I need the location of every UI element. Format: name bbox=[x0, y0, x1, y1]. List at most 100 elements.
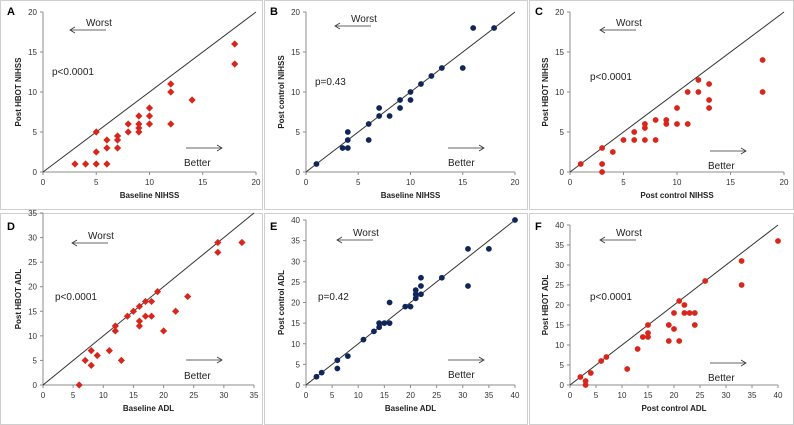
data-point bbox=[339, 145, 346, 151]
data-point bbox=[87, 347, 95, 355]
x-tick-label: 35 bbox=[484, 391, 493, 400]
y-tick-label: 10 bbox=[291, 88, 300, 97]
data-point bbox=[92, 148, 100, 156]
data-point bbox=[124, 120, 132, 128]
data-point bbox=[153, 288, 162, 296]
data-point bbox=[124, 128, 132, 136]
y-tick-label: 5 bbox=[560, 361, 565, 370]
x-axis-title: Post control NIHSS bbox=[640, 191, 714, 200]
data-point bbox=[470, 25, 477, 31]
data-point bbox=[465, 245, 471, 252]
x-tick-label: 15 bbox=[129, 391, 138, 400]
x-tick-label: 35 bbox=[250, 391, 259, 400]
worst-arrow-icon bbox=[69, 26, 106, 34]
data-point bbox=[676, 298, 683, 304]
data-point bbox=[141, 312, 150, 320]
data-point bbox=[135, 128, 143, 136]
data-point bbox=[376, 320, 383, 327]
data-point bbox=[684, 89, 691, 95]
worst-arrow-icon bbox=[334, 22, 371, 30]
x-tick-label: 10 bbox=[406, 178, 415, 187]
data-point bbox=[344, 353, 351, 360]
y-tick-label: 35 bbox=[28, 209, 37, 218]
data-point bbox=[113, 136, 122, 144]
y-tick-label: 10 bbox=[555, 88, 564, 97]
data-point bbox=[145, 104, 154, 112]
data-point bbox=[386, 299, 393, 306]
y-tick-label: 20 bbox=[555, 8, 564, 17]
data-points bbox=[313, 25, 497, 167]
x-tick-label: 10 bbox=[99, 391, 108, 400]
data-point bbox=[624, 366, 631, 372]
data-point bbox=[214, 248, 222, 256]
better-label: Better bbox=[184, 371, 211, 382]
y-axis-title: Post control NIHSS bbox=[277, 55, 286, 129]
y-tick-label: 5 bbox=[296, 360, 301, 369]
y-tick-label: 10 bbox=[28, 88, 37, 97]
y-tick-label: 5 bbox=[560, 128, 565, 137]
better-label: Better bbox=[708, 373, 735, 384]
data-point bbox=[71, 160, 79, 168]
y-tick-label: 0 bbox=[296, 168, 301, 177]
x-tick-label: 0 bbox=[568, 391, 573, 400]
data-point bbox=[376, 105, 383, 111]
p-value-label: p<0.0001 bbox=[590, 292, 632, 303]
panel-letter: A bbox=[7, 6, 15, 18]
data-point bbox=[344, 129, 351, 135]
data-point bbox=[407, 97, 414, 103]
data-point bbox=[695, 77, 702, 83]
better-label: Better bbox=[184, 158, 211, 169]
data-point bbox=[334, 357, 341, 364]
data-point bbox=[418, 283, 424, 289]
data-point bbox=[706, 81, 712, 87]
data-point bbox=[652, 137, 659, 143]
x-tick-label: 0 bbox=[304, 178, 309, 187]
y-axis-title: Post control ADL bbox=[277, 270, 286, 335]
x-tick-label: 40 bbox=[774, 391, 783, 400]
data-point bbox=[113, 144, 122, 152]
data-point bbox=[428, 73, 435, 79]
data-points bbox=[577, 238, 781, 388]
identity-line bbox=[569, 11, 785, 173]
data-point bbox=[587, 370, 594, 376]
data-point bbox=[129, 307, 138, 315]
x-tick-label: 30 bbox=[458, 391, 467, 400]
data-point bbox=[691, 322, 698, 328]
data-point bbox=[141, 297, 150, 306]
x-tick-label: 20 bbox=[252, 178, 261, 187]
p-value-label: p<0.0001 bbox=[55, 292, 97, 303]
data-point bbox=[634, 346, 641, 352]
data-point bbox=[598, 358, 605, 364]
data-point bbox=[438, 274, 445, 281]
worst-arrow-icon bbox=[599, 236, 636, 244]
y-tick-label: 25 bbox=[555, 281, 564, 290]
data-point bbox=[111, 327, 119, 335]
data-point bbox=[407, 303, 414, 310]
x-tick-label: 10 bbox=[673, 178, 682, 187]
better-label: Better bbox=[448, 370, 475, 381]
y-tick-label: 25 bbox=[291, 278, 300, 287]
data-point bbox=[117, 356, 125, 365]
better-arrow-icon bbox=[710, 147, 747, 155]
worst-label: Worst bbox=[88, 231, 114, 242]
x-tick-label: 30 bbox=[219, 391, 228, 400]
panel-frame bbox=[0, 0, 263, 210]
x-tick-label: 10 bbox=[354, 391, 363, 400]
data-point bbox=[645, 330, 651, 336]
data-point bbox=[147, 297, 156, 306]
data-point bbox=[418, 274, 424, 281]
data-point bbox=[706, 105, 712, 111]
data-point bbox=[418, 291, 424, 298]
data-point bbox=[582, 382, 589, 388]
y-tick-label: 30 bbox=[28, 234, 37, 243]
data-point bbox=[681, 302, 688, 308]
x-tick-label: 15 bbox=[198, 178, 207, 187]
data-point bbox=[645, 322, 651, 328]
worst-label: Worst bbox=[353, 228, 379, 239]
p-value-label: p<0.0001 bbox=[590, 72, 632, 83]
x-tick-label: 5 bbox=[71, 391, 76, 400]
x-tick-label: 5 bbox=[356, 178, 361, 187]
data-point bbox=[577, 374, 584, 380]
y-tick-label: 40 bbox=[555, 221, 564, 230]
data-point bbox=[365, 137, 372, 143]
